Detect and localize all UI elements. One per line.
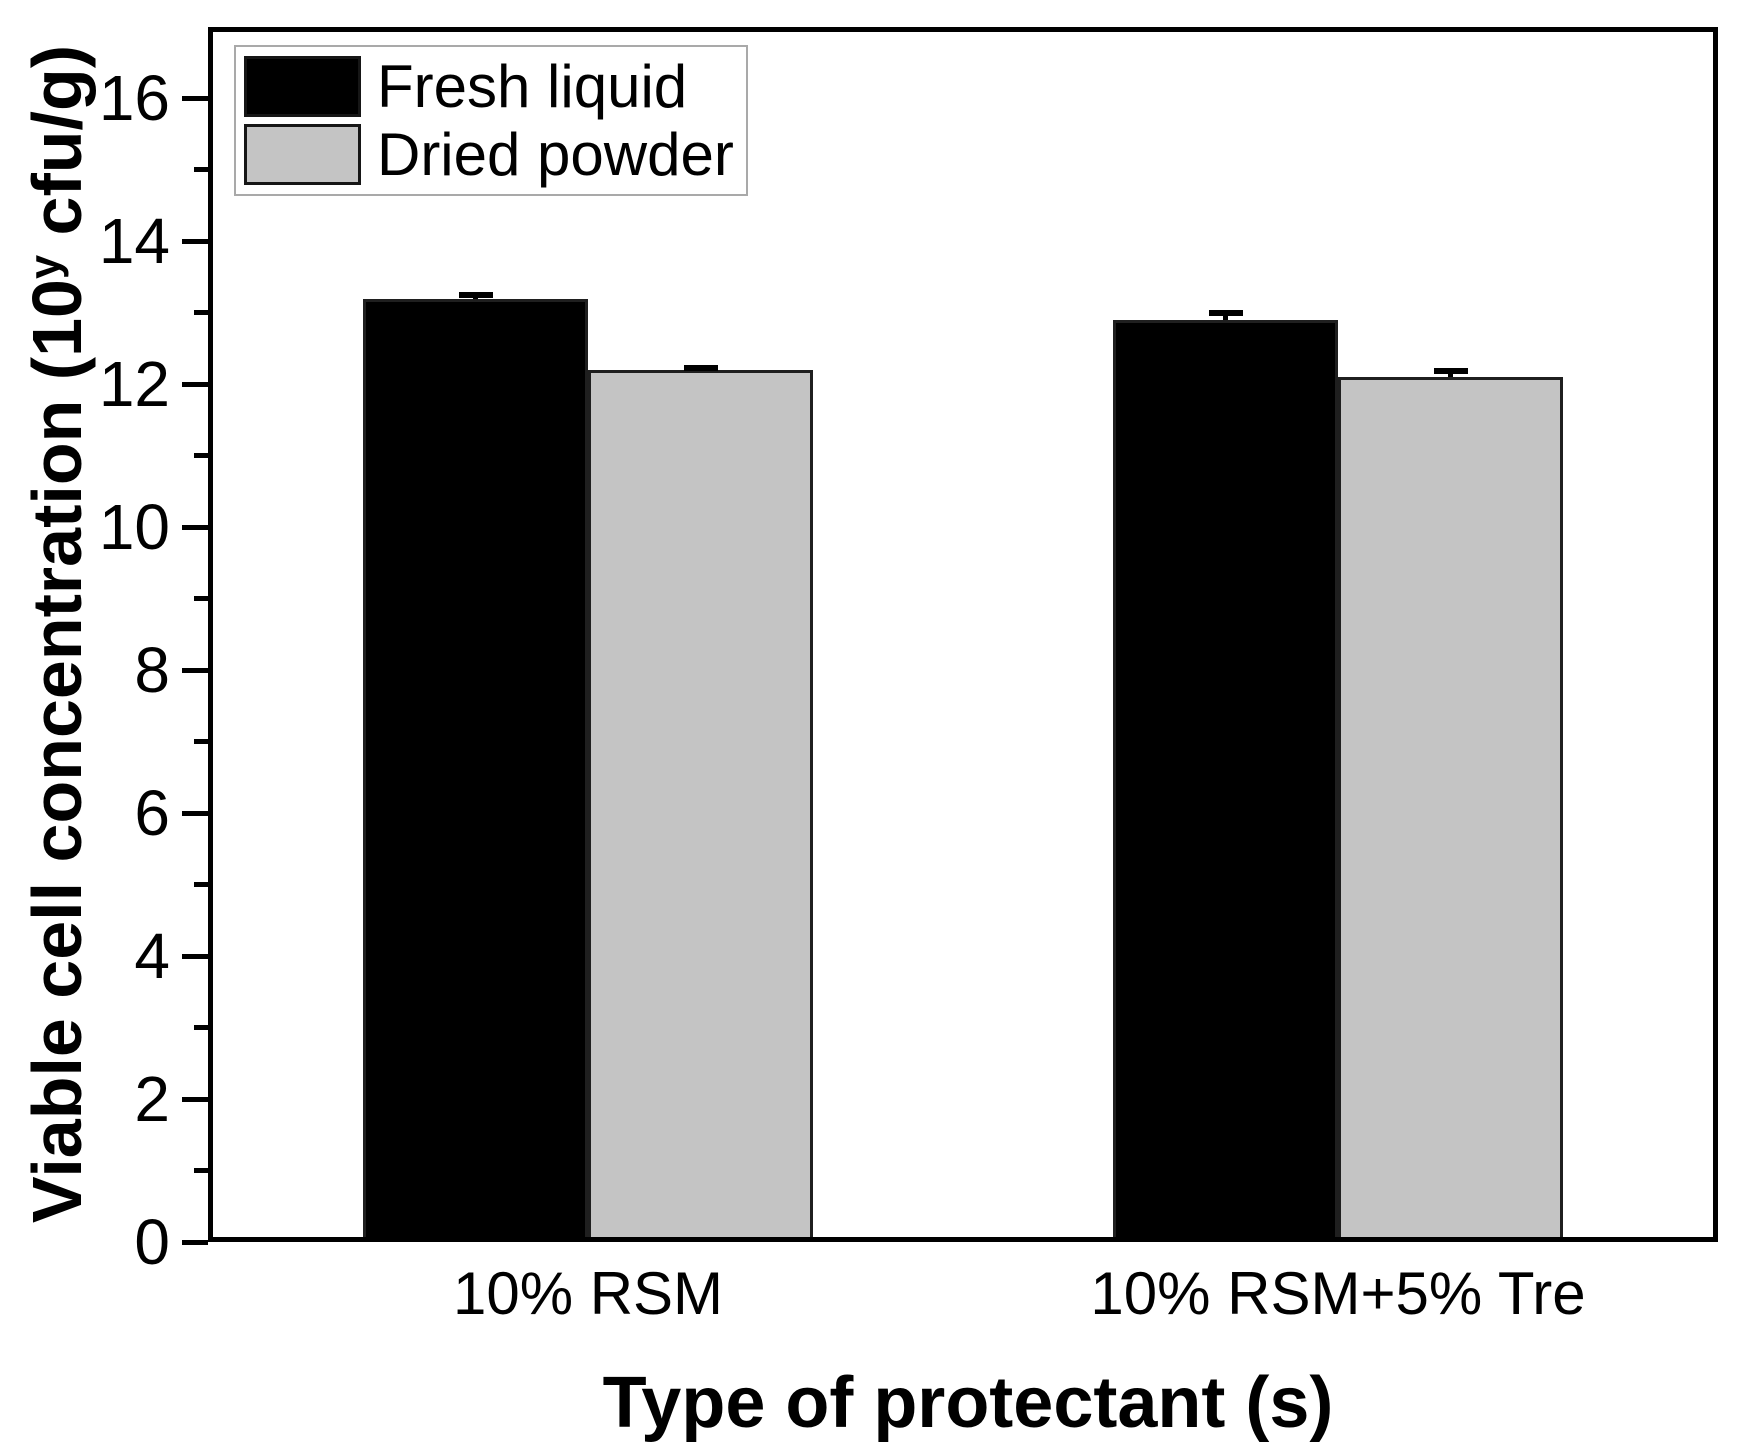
error-bar-cap	[1433, 368, 1468, 375]
error-bar-cap	[458, 292, 493, 298]
legend-swatch-gray	[244, 124, 361, 185]
y-tick-label: 6	[134, 777, 170, 850]
y-minor-tick	[194, 167, 208, 173]
error-bar-stem	[1223, 312, 1228, 321]
legend-label: Fresh liquid	[377, 53, 688, 120]
y-minor-tick	[194, 882, 208, 888]
y-major-tick	[182, 238, 208, 244]
y-major-tick	[182, 953, 208, 959]
y-minor-tick	[194, 310, 208, 316]
y-minor-tick	[194, 1168, 208, 1174]
y-tick-label: 16	[98, 62, 170, 135]
category-label: 10% RSM	[452, 1260, 724, 1327]
legend: Fresh liquid Dried powder	[234, 45, 748, 196]
y-tick-label: 2	[134, 1063, 170, 1136]
y-minor-tick	[194, 453, 208, 459]
error-bar-cap	[683, 364, 718, 371]
bar-dried-powder	[588, 370, 813, 1237]
bar-fresh-liquid	[1113, 320, 1338, 1237]
y-tick-label: 0	[134, 1206, 170, 1278]
legend-row: Dried powder	[244, 123, 734, 186]
legend-row: Fresh liquid	[244, 55, 734, 118]
y-tick-label: 12	[98, 348, 170, 421]
y-tick-label: 8	[134, 634, 170, 707]
y-major-tick	[182, 95, 208, 101]
y-minor-tick	[194, 1025, 208, 1031]
y-tick-label: 10	[98, 491, 170, 564]
legend-label: Dried powder	[377, 121, 734, 188]
error-bar-cap	[1208, 309, 1243, 316]
y-tick-label: 4	[134, 920, 170, 993]
y-minor-tick	[194, 739, 208, 745]
category-label: 10% RSM+5% Tre	[1090, 1260, 1586, 1327]
legend-swatch-black	[244, 56, 361, 117]
y-major-tick	[182, 381, 208, 387]
y-major-tick	[182, 524, 208, 530]
y-tick-label: 14	[98, 205, 170, 278]
bar-dried-powder	[1338, 377, 1563, 1237]
y-major-tick	[182, 667, 208, 673]
y-major-tick	[182, 1239, 208, 1245]
y-major-tick	[182, 1096, 208, 1102]
y-minor-tick	[194, 596, 208, 602]
bar-fresh-liquid	[363, 298, 588, 1237]
y-major-tick	[182, 810, 208, 816]
x-axis-title: Type of protectant (s)	[602, 1363, 1334, 1443]
